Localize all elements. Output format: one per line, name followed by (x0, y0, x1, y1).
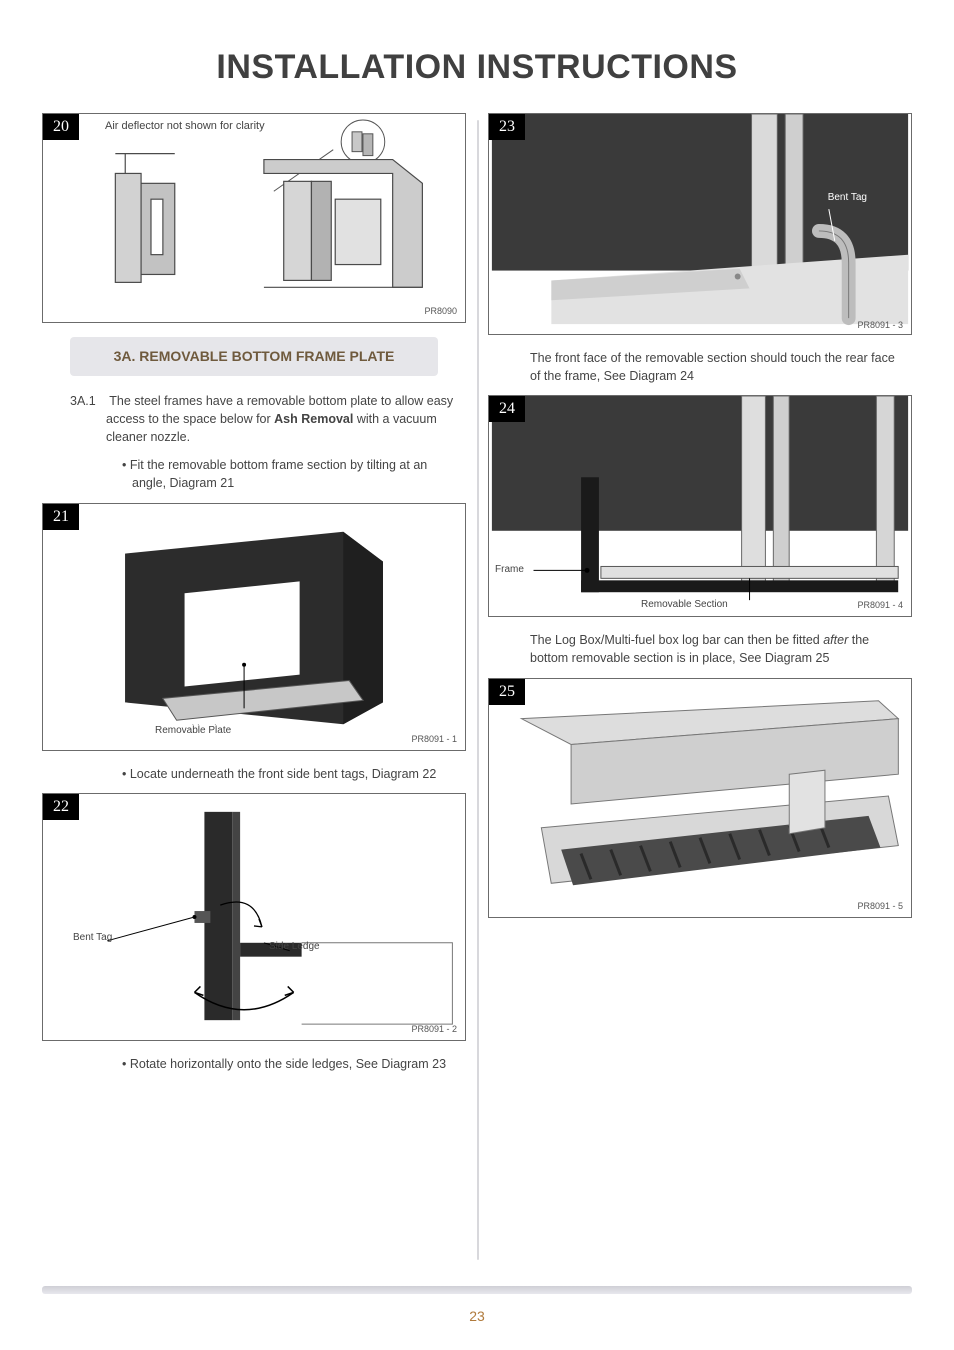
figure-24-svg (489, 396, 911, 616)
footer-bar (42, 1286, 912, 1294)
figure-20-ref: PR8090 (424, 306, 457, 316)
right-column: 23 PR8091 - 3 Bent Tag (488, 113, 912, 1083)
para-after-24-a: The Log Box/Multi-fuel box log bar can t… (530, 633, 823, 647)
section-heading: 3A. REMOVABLE BOTTOM FRAME PLATE (70, 337, 438, 376)
figure-24-ref: PR8091 - 4 (857, 600, 903, 610)
figure-22: 22 PR8091 - 2 (42, 793, 466, 1041)
figure-24-label-removable-section: Removable Section (641, 599, 728, 610)
figure-24-number: 24 (489, 396, 525, 422)
figure-21-number: 21 (43, 504, 79, 530)
figure-20-number: 20 (43, 114, 79, 140)
page-number: 23 (0, 1308, 954, 1324)
figure-21-svg: Removable Plate (43, 504, 465, 750)
column-divider (477, 120, 479, 1260)
figure-22-label-side-ledge: Side Ledge (269, 941, 320, 952)
figure-21-label-plate-text: Removable Plate (153, 725, 233, 736)
figure-23-number: 23 (489, 114, 525, 140)
para-3a1-bold: Ash Removal (274, 412, 353, 426)
figure-25-number: 25 (489, 679, 525, 705)
figure-22-svg (43, 794, 465, 1040)
figure-22-label-bent-tag: Bent Tag (73, 932, 112, 943)
figure-21: 21 PR8091 - 1 Removable Plate Removable … (42, 503, 466, 751)
figure-25: 25 PR8091 - 5 (488, 678, 912, 918)
para-after-24-italic: after (823, 633, 848, 647)
bullet-3-wrap: Rotate horizontally onto the side ledges… (42, 1055, 466, 1073)
figure-25-svg (489, 679, 911, 917)
figure-20: 20 Air deflector not shown for clarity P… (42, 113, 466, 323)
figure-22-ref: PR8091 - 2 (411, 1024, 457, 1034)
figure-22-number: 22 (43, 794, 79, 820)
para-3a1: 3A.1 The steel frames have a removable b… (42, 392, 466, 493)
figure-21-ref: PR8091 - 1 (411, 734, 457, 744)
bullet-3: Rotate horizontally onto the side ledges… (70, 1055, 458, 1073)
bullet-2-wrap: Locate underneath the front side bent ta… (42, 765, 466, 783)
figure-24-label-frame: Frame (495, 564, 524, 575)
para-after-23: The front face of the removable section … (488, 349, 912, 385)
figure-20-svg (43, 114, 465, 322)
figure-23-ref: PR8091 - 3 (857, 320, 903, 330)
para-after-23-text: The front face of the removable section … (530, 349, 904, 385)
left-column: 20 Air deflector not shown for clarity P… (42, 113, 466, 1083)
figure-22-label-side-ledge-wrap: Side Ledge (269, 942, 320, 953)
figure-25-ref: PR8091 - 5 (857, 901, 903, 911)
page-title: INSTALLATION INSTRUCTIONS (42, 48, 912, 87)
para-3a1-num: 3A.1 (70, 392, 106, 410)
figure-23-label-bent-tag: Bent Tag (828, 192, 867, 203)
figure-23-svg (489, 114, 911, 334)
figure-22-label-bent-tag-text: Bent Tag (73, 932, 112, 943)
figure-24: 24 PR8091 - 4 Frame Removable Sec (488, 395, 912, 617)
para-after-24: The Log Box/Multi-fuel box log bar can t… (488, 631, 912, 667)
figure-23: 23 PR8091 - 3 Bent Tag (488, 113, 912, 335)
bullet-2: Locate underneath the front side bent ta… (70, 765, 458, 783)
figure-20-caption: Air deflector not shown for clarity (105, 120, 265, 132)
bullet-1: Fit the removable bottom frame section b… (70, 456, 458, 492)
